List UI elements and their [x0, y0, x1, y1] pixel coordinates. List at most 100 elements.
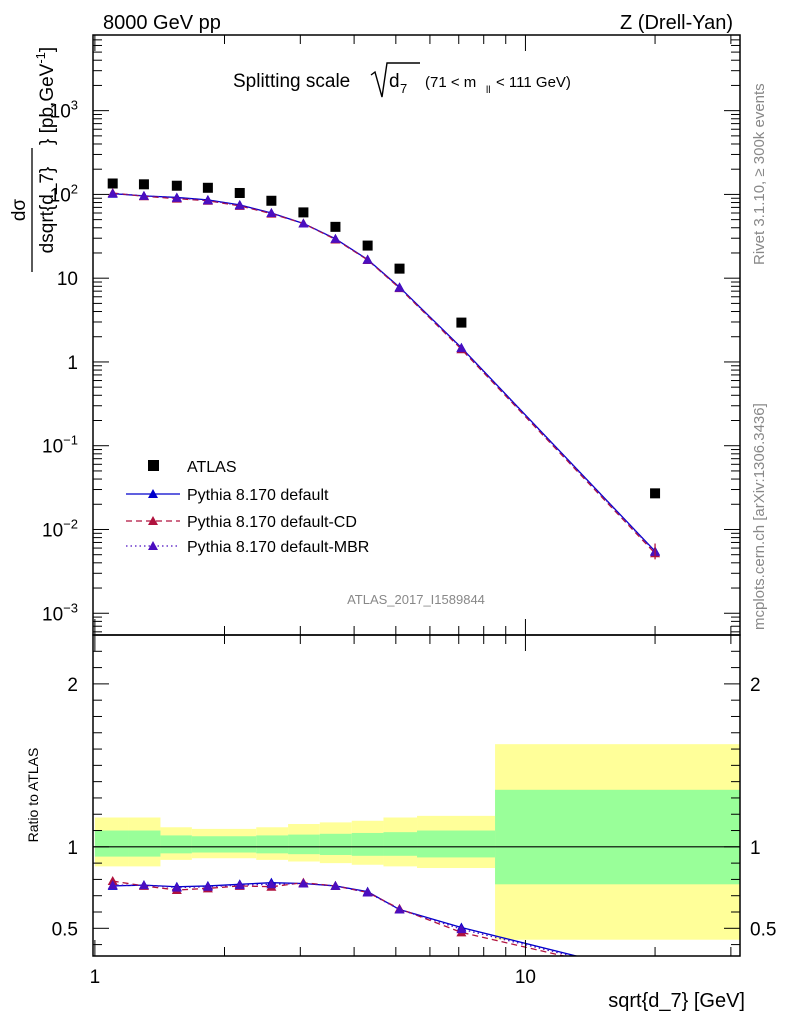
band-green [351, 832, 384, 856]
ratio-tick-label-left: 2 [67, 675, 78, 696]
atlas-data-point [202, 182, 213, 193]
ratio-tick-label-left: 0.5 [52, 919, 78, 940]
title-paren-a: (71 < m [425, 74, 476, 91]
title-paren-sub: ll [486, 85, 490, 96]
atlas-data-point [394, 263, 405, 274]
mc-ratio-point [650, 972, 660, 981]
legend-label: Pythia 8.170 default [187, 487, 329, 504]
mc-series-point [298, 218, 309, 228]
mc-ratio-point [456, 924, 467, 934]
mc-ratio-point [330, 880, 341, 890]
mc-ratio-point [202, 881, 213, 891]
mc-series-point [362, 254, 373, 264]
legend: ATLAS Pythia 8.170 default Pythia 8.170 de… [126, 459, 369, 556]
x-axis-label: sqrt{d_7} [GeV] [608, 990, 745, 1012]
title-sub: 7 [400, 81, 407, 96]
title-paren-b: < 111 GeV) [496, 74, 571, 91]
band-green [160, 835, 192, 854]
mc-series-point [394, 282, 405, 292]
mc-ratio-point [234, 880, 245, 890]
mc-series-point [456, 343, 467, 353]
mc-series-line [112, 192, 656, 553]
ylabel-units-b: ] [37, 47, 58, 52]
atlas-data-point [171, 180, 182, 191]
y-tick-label: 10−3 [42, 600, 78, 625]
mc-ratio-point [138, 880, 149, 890]
sqrt-sign [370, 62, 420, 98]
ratio-uncertainty-bands [93, 744, 740, 940]
atlas-data-point [362, 240, 373, 251]
atlas-data-point [456, 317, 467, 328]
atlas-data-point [650, 488, 661, 499]
legend-marker-triangle [148, 516, 158, 525]
analysis-label: ATLAS_2017_I1589844 [347, 592, 485, 607]
mc-ratio-point [362, 887, 373, 897]
y-tick-label: 102 [50, 181, 78, 206]
atlas-data-point [107, 178, 118, 189]
atlas-data-point [330, 221, 341, 232]
mc-ratio-point [266, 879, 277, 889]
ratio-tick-label-right: 2 [750, 675, 761, 696]
title-sym: d [389, 71, 400, 92]
mc-ratio-line [112, 882, 575, 956]
mc-series-point [330, 233, 341, 243]
ylabel-num: dσ [9, 199, 30, 222]
y-tick-label: 1 [67, 353, 78, 374]
mc-ratio-point [650, 971, 660, 980]
legend-label: ATLAS [187, 459, 237, 476]
ratio-tick-label-left: 1 [67, 838, 78, 859]
band-green [288, 834, 320, 855]
atlas-data-point [234, 187, 245, 198]
band-green [495, 789, 740, 885]
ylabel-units: } [pb,GeV-1] [33, 47, 58, 145]
mc-ratio-point [298, 878, 309, 888]
header-right: Z (Drell-Yan) [620, 12, 733, 34]
mc-ratio-point [107, 880, 118, 890]
band-green [383, 832, 418, 856]
chart-title: Splitting scale d 7 (71 < m ll < 111 GeV… [233, 62, 571, 98]
atlas-data-point [266, 195, 277, 206]
ratio-panel-frame [92, 634, 741, 957]
axis-ticks: 1 10 10−3 10−2 10−1 1 10 102 103 0.5 0.5 1 1 2 2 [42, 34, 776, 988]
atlas-data-point [138, 179, 149, 190]
ratio-tick-label-right: 1 [750, 838, 761, 859]
mcplots-label: mcplots.cern.ch [arXiv:1306.3436] [751, 403, 768, 630]
y-tick-label: 10−1 [42, 433, 78, 458]
atlas-data-point [298, 207, 309, 218]
band-green [128, 830, 161, 857]
legend-label: Pythia 8.170 default-MBR [187, 539, 369, 556]
rivet-label: Rivet 3.1.10, ≥ 300k events [751, 83, 768, 265]
mc-series-point [202, 195, 213, 205]
ylabel-units-sup: -1 [33, 52, 48, 64]
band-green [94, 830, 129, 857]
mc-series-point [107, 188, 118, 198]
y-tick-label: 103 [50, 98, 78, 123]
band-green [319, 833, 352, 855]
mc-series-point [234, 200, 245, 210]
legend-label: Pythia 8.170 default-CD [187, 514, 357, 531]
ratio-plot-series [107, 876, 660, 981]
mc-series-point [266, 207, 277, 217]
band-green [224, 836, 257, 853]
header-left: 8000 GeV pp [103, 12, 221, 34]
mc-ratio-point [171, 882, 182, 892]
mc-series-point [171, 192, 182, 202]
legend-marker-square [148, 460, 159, 471]
band-green [256, 835, 289, 854]
y-tick-label: 10 [57, 269, 78, 290]
band-green [191, 836, 225, 853]
x-tick-label: 1 [90, 967, 101, 988]
legend-marker-triangle [148, 541, 158, 550]
mc-series-point [138, 190, 149, 200]
y-axis-label: dσ dsqrt{d_7} } [pb,GeV-1] [9, 47, 58, 272]
main-plot-series [107, 178, 661, 560]
title-main: Splitting scale [233, 71, 350, 92]
mc-ratio-point [650, 971, 660, 980]
ylabel-units-a: [pb,GeV [37, 63, 58, 133]
ratio-y-label: Ratio to ATLAS [25, 748, 41, 843]
band-green [417, 830, 496, 858]
ratio-tick-label-right: 0.5 [750, 919, 776, 940]
legend-marker-triangle [148, 489, 158, 498]
x-tick-label: 10 [515, 967, 536, 988]
